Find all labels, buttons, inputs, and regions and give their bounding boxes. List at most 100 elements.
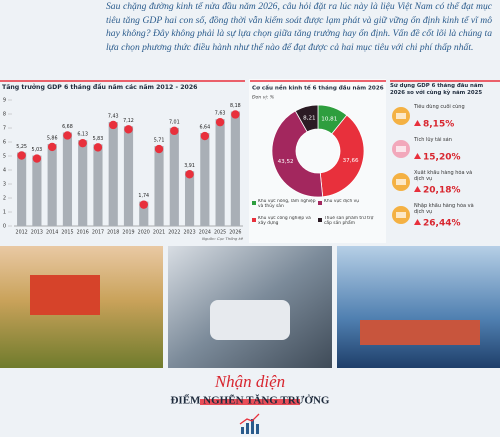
bar — [93, 144, 103, 226]
x-tick-label: 2016 — [77, 230, 89, 236]
bar — [62, 132, 73, 226]
usage-label: Xuất khẩu hàng hóa và dịch vụ — [414, 170, 473, 182]
legend-swatch — [318, 201, 322, 205]
up-arrow — [414, 186, 421, 192]
bar — [139, 201, 149, 226]
title-band — [200, 399, 300, 405]
y-tick-label: 6 — [3, 140, 6, 146]
y-tick-label: 9 — [3, 98, 6, 104]
value-label: 5,25 — [16, 144, 27, 150]
intro-text: Sau chặng đường kinh tế nửa đầu năm 2026… — [106, 1, 492, 53]
usage-label-text: Tiêu dùng cuối cùng — [414, 104, 465, 110]
bar-marker — [17, 151, 26, 160]
photo-harvester — [30, 275, 100, 315]
x-tick-label: 2015 — [61, 230, 73, 236]
bar — [108, 121, 118, 226]
legend-label: Khu vực nông, lâm nghiệp và thủy sản — [258, 199, 316, 210]
bar-marker — [47, 142, 57, 152]
bar — [169, 127, 179, 226]
bar-marker — [231, 110, 240, 119]
usage-label: Tích lũy tài sản — [414, 137, 452, 143]
usage-value: 15,20% — [423, 153, 461, 163]
bar-marker — [200, 131, 210, 141]
legend-swatch — [252, 218, 256, 222]
bar — [184, 171, 195, 226]
value-label: 7,63 — [215, 111, 226, 117]
usage-label: Tiêu dùng cuối cùng — [414, 104, 465, 110]
bar-marker — [215, 117, 225, 127]
pie-slice — [271, 110, 324, 198]
bar-marker — [109, 120, 118, 130]
bar — [154, 146, 164, 226]
usage-icon-detail — [396, 113, 406, 119]
pie-slice — [319, 114, 365, 198]
bar-marker — [154, 144, 164, 154]
x-tick-label: 2017 — [92, 230, 104, 236]
y-tick-label: 2 — [3, 196, 6, 202]
x-tick-label: 2020 — [138, 230, 150, 236]
bar-marker — [124, 125, 133, 134]
x-tick-label: 2026 — [229, 230, 241, 236]
value-label: 6,64 — [199, 125, 210, 131]
bar — [123, 126, 134, 226]
bar-marker — [93, 143, 103, 152]
bar — [78, 140, 88, 226]
y-tick-label: 1 — [3, 210, 6, 216]
usage-label-text: Tích lũy tài sản — [414, 137, 452, 143]
bar-marker — [170, 126, 179, 136]
usage-label: Nhập khẩu hàng hóa và dịch vụ — [414, 203, 474, 215]
x-tick-label: 2018 — [107, 230, 119, 236]
value-label: 8,21 — [303, 116, 316, 122]
legend-item: Khu vực nông, lâm nghiệp và thủy sản — [258, 199, 316, 210]
legend-label: Thuế sản phẩm trừ trợ cấp sản phẩm — [324, 216, 374, 227]
legend-item: Thuế sản phẩm trừ trợ cấp sản phẩm — [324, 216, 374, 227]
x-tick-label: 2013 — [31, 230, 43, 236]
bar — [47, 143, 57, 226]
value-label: 1,74 — [138, 193, 149, 199]
usage-title: Sử dụng GDP 6 tháng đầu năm 2026 so với … — [390, 83, 483, 96]
bar — [32, 155, 42, 226]
usage-icon-detail — [396, 212, 406, 218]
x-tick-label: 2022 — [168, 230, 180, 236]
usage-value: 8,15% — [423, 120, 454, 130]
legend-swatch — [252, 201, 256, 205]
y-tick-label: 7 — [3, 126, 6, 132]
y-tick-label: 8 — [3, 112, 6, 118]
photo-port — [337, 246, 500, 368]
photo-car — [210, 300, 290, 340]
x-tick-label: 2025 — [214, 230, 226, 236]
legend-item: Khu vực công nghiệp và xây dựng — [258, 216, 311, 226]
value-label: 7,01 — [169, 119, 180, 125]
value-label: 43,52 — [278, 159, 294, 165]
up-arrow — [414, 153, 421, 159]
bar-marker — [139, 200, 148, 209]
usage-icon-detail — [396, 179, 406, 185]
up-arrow — [414, 219, 421, 225]
footer-title: ĐIỂM NGHẼN TĂNG TRƯỞNG — [170, 394, 329, 407]
x-tick-label: 2023 — [183, 230, 195, 236]
value-label: 8,18 — [230, 103, 241, 109]
photo-containers — [360, 320, 480, 345]
usage-label-text: Nhập khẩu hàng hóa và dịch vụ — [414, 203, 474, 215]
usage-label-text: Xuất khẩu hàng hóa và dịch vụ — [414, 170, 473, 182]
bar-marker — [32, 154, 42, 163]
y-tick-label: 0 — [3, 224, 6, 230]
value-label: 5,03 — [32, 147, 43, 153]
legend-swatch — [318, 218, 322, 222]
bar-marker — [63, 131, 72, 140]
source-note: Nguồn: Cục Thống kê — [202, 236, 243, 241]
bar — [215, 119, 225, 226]
x-tick-label: 2012 — [16, 230, 28, 236]
y-tick-label: 3 — [3, 182, 6, 188]
chart-title: Cơ cấu nền kinh tế 6 tháng đầu năm 2026 — [252, 84, 384, 92]
footer-icon — [239, 413, 260, 434]
value-label: 7,12 — [123, 118, 134, 124]
usage-value: 26,44% — [423, 219, 461, 229]
value-label: 6,13 — [77, 132, 88, 138]
x-tick-label: 2024 — [199, 230, 211, 236]
bar — [200, 133, 210, 226]
value-label: 3,91 — [184, 163, 195, 169]
value-label: 6,68 — [62, 124, 73, 130]
